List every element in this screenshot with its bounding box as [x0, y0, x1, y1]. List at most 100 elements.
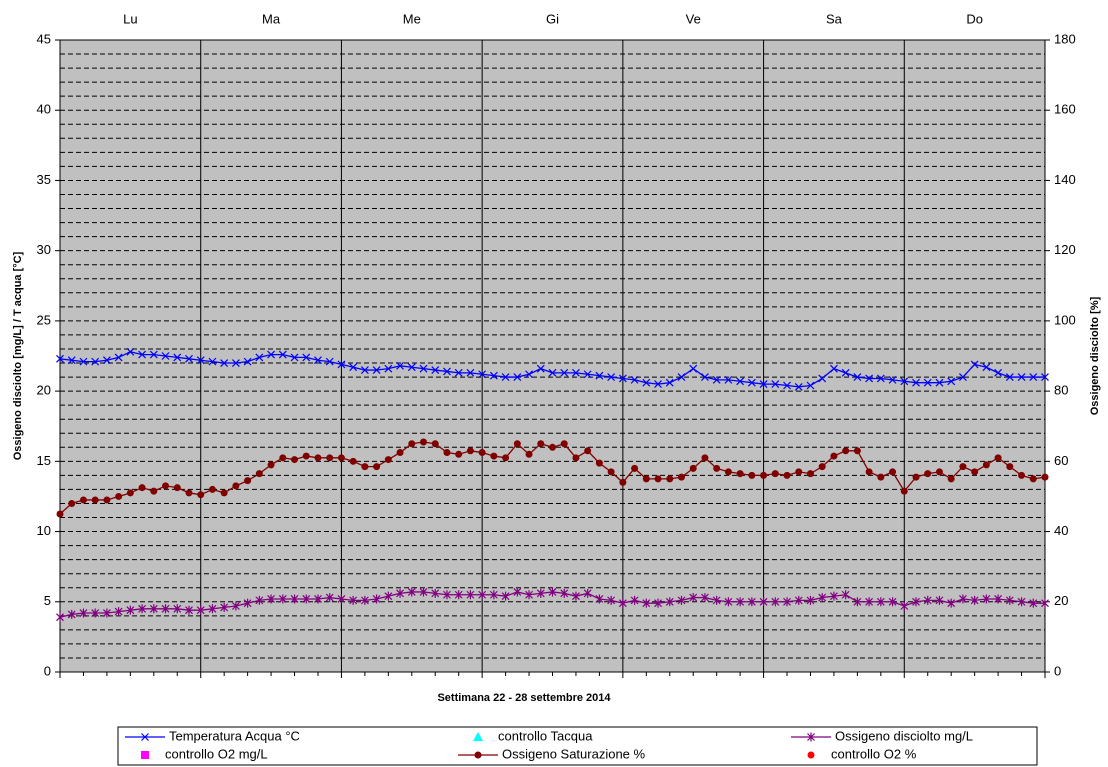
marker [141, 751, 149, 759]
marker [290, 353, 299, 362]
marker [173, 353, 182, 362]
marker [91, 608, 100, 618]
marker [443, 590, 451, 600]
marker [314, 454, 322, 462]
marker [947, 598, 956, 608]
marker [900, 487, 908, 495]
marker [876, 374, 885, 383]
marker [384, 364, 393, 373]
marker [1029, 598, 1038, 608]
y-tick-label: 15 [37, 453, 51, 468]
marker [185, 489, 193, 497]
marker [713, 464, 721, 472]
marker [759, 380, 768, 389]
marker [138, 604, 147, 614]
marker [325, 357, 334, 366]
marker [865, 374, 874, 383]
marker [302, 353, 311, 362]
marker [654, 475, 662, 483]
marker [924, 470, 932, 478]
marker [360, 366, 369, 374]
y-tick-label: 0 [44, 663, 51, 678]
marker [474, 751, 482, 759]
marker [126, 489, 134, 497]
marker [771, 380, 780, 389]
marker [560, 368, 569, 377]
marker [818, 463, 826, 471]
marker [478, 449, 486, 457]
marker [454, 368, 463, 377]
marker [478, 590, 487, 600]
marker [525, 590, 533, 600]
marker [958, 373, 967, 381]
marker [102, 608, 111, 618]
marker [923, 378, 932, 387]
marker [748, 471, 756, 479]
marker [255, 595, 264, 605]
marker [888, 375, 897, 384]
marker [982, 363, 991, 372]
marker [853, 447, 861, 455]
legend-label: controllo O2 mg/L [165, 746, 268, 761]
marker [466, 447, 474, 455]
legend-box [117, 726, 1038, 766]
marker [818, 593, 827, 603]
marker [724, 375, 733, 384]
marker [1041, 473, 1049, 481]
marker [970, 360, 979, 369]
marker [712, 595, 721, 605]
legend-label: Ossigeno disciolto mg/L [835, 728, 973, 743]
marker [701, 593, 709, 603]
marker [150, 487, 158, 495]
marker [502, 454, 510, 462]
marker [197, 491, 205, 499]
marker [384, 591, 393, 601]
marker [712, 375, 721, 384]
marker [525, 450, 533, 458]
day-label: Gi [546, 11, 559, 26]
marker [278, 350, 287, 359]
marker [408, 440, 416, 448]
legend-entry: Ossigeno Saturazione % [458, 746, 646, 761]
marker [747, 378, 756, 387]
marker [807, 732, 815, 742]
marker [489, 371, 498, 380]
marker [630, 375, 639, 384]
marker [443, 449, 451, 457]
marker [396, 588, 404, 598]
marker [794, 382, 803, 391]
marker [372, 594, 381, 604]
marker [337, 594, 346, 604]
marker [607, 373, 616, 381]
marker [689, 464, 697, 472]
marker [912, 597, 920, 607]
marker [736, 597, 745, 607]
marker [853, 373, 862, 381]
marker [231, 601, 240, 611]
marker [267, 350, 275, 359]
marker [349, 595, 358, 605]
marker [337, 454, 345, 462]
marker [1041, 598, 1049, 608]
marker [982, 594, 991, 604]
marker [291, 456, 299, 464]
marker [513, 373, 522, 381]
marker [185, 354, 193, 363]
marker [114, 353, 123, 362]
marker [149, 350, 158, 359]
marker [900, 377, 909, 386]
marker [584, 447, 592, 455]
marker [396, 361, 404, 370]
marker [760, 471, 768, 479]
marker [490, 452, 498, 460]
marker [114, 607, 123, 617]
marker [642, 598, 651, 608]
marker [701, 373, 709, 381]
marker [618, 374, 627, 383]
marker [572, 591, 580, 601]
y2-tick-label: 80 [1054, 383, 1068, 398]
y-tick-label: 30 [37, 242, 51, 257]
marker [138, 350, 147, 359]
y-tick-label: 5 [44, 593, 51, 608]
